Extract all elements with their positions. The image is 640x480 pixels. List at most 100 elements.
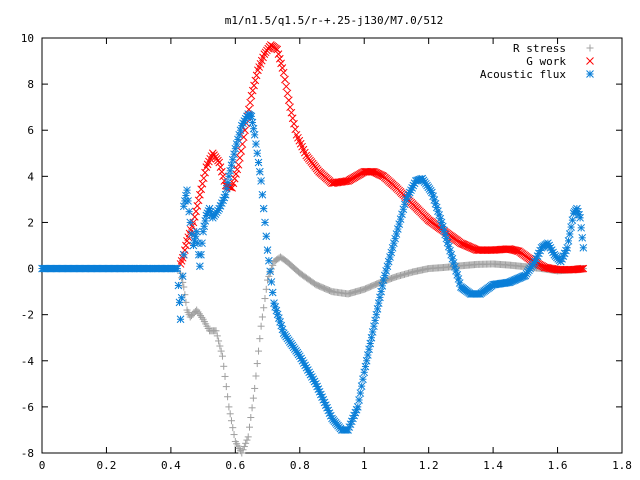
data-point — [563, 243, 572, 252]
data-point — [247, 413, 255, 421]
data-point — [233, 165, 242, 174]
data-point — [219, 172, 227, 181]
data-point — [279, 68, 288, 77]
data-point — [246, 98, 255, 107]
data-point — [197, 250, 205, 259]
data-point — [399, 205, 408, 214]
data-point — [176, 315, 185, 324]
data-point — [248, 404, 256, 412]
data-point — [396, 215, 405, 224]
data-point — [248, 118, 257, 127]
data-point — [281, 75, 289, 84]
data-point — [232, 170, 240, 178]
data-point — [217, 347, 225, 355]
data-point — [383, 262, 392, 271]
data-point — [360, 368, 369, 377]
data-point — [234, 135, 242, 144]
data-point — [180, 283, 188, 291]
data-point — [216, 342, 224, 350]
data-point — [242, 439, 250, 447]
data-point — [177, 293, 186, 302]
data-point — [192, 227, 201, 236]
data-point — [325, 409, 334, 417]
data-point — [263, 246, 272, 254]
data-point — [235, 154, 244, 162]
data-point — [182, 241, 190, 250]
data-point — [251, 384, 259, 392]
data-point — [252, 140, 260, 148]
data-point — [278, 64, 287, 72]
data-point — [269, 261, 277, 269]
data-point — [229, 424, 237, 432]
data-point — [398, 210, 406, 219]
data-point — [371, 316, 379, 325]
data-point — [215, 158, 224, 167]
data-point — [239, 119, 247, 128]
data-point — [240, 443, 248, 451]
y-tick-label: -6 — [21, 401, 34, 414]
data-point — [183, 186, 191, 195]
data-point — [227, 417, 235, 425]
series-acoustic-flux — [38, 110, 588, 434]
data-point — [221, 372, 229, 380]
x-tick-label: 0.8 — [290, 459, 310, 472]
y-tick-label: 10 — [21, 32, 34, 45]
y-tick-label: 2 — [27, 216, 34, 229]
data-point — [230, 431, 238, 439]
y-tick-label: 4 — [27, 170, 34, 183]
data-point — [264, 256, 273, 265]
data-point — [222, 383, 230, 391]
data-point — [220, 362, 228, 370]
data-point — [236, 126, 245, 135]
x-tick-label: 0.6 — [225, 459, 245, 472]
data-point — [191, 232, 200, 241]
data-point — [225, 403, 233, 411]
data-point — [186, 218, 195, 227]
data-point — [578, 233, 587, 242]
data-point — [244, 433, 252, 441]
x-tick-label: 1.8 — [612, 459, 632, 472]
data-point — [178, 272, 187, 281]
data-point — [260, 304, 268, 312]
data-point — [258, 190, 267, 199]
data-point — [239, 446, 247, 454]
x-tick-label: 0.4 — [161, 459, 181, 472]
data-point — [576, 213, 584, 222]
data-point — [258, 313, 266, 321]
x-tick-label: 1.6 — [548, 459, 568, 472]
y-tick-label: -2 — [21, 309, 34, 322]
data-point — [218, 352, 226, 360]
x-tick-label: 0 — [39, 459, 46, 472]
data-point — [217, 167, 226, 176]
data-point — [184, 197, 192, 205]
y-tick-label: -4 — [21, 355, 35, 368]
data-point — [384, 257, 393, 266]
data-point — [274, 50, 283, 58]
plot-area — [38, 41, 588, 457]
data-point — [577, 264, 585, 273]
data-point — [215, 337, 223, 345]
data-point — [253, 360, 261, 368]
data-point — [579, 243, 588, 252]
data-point — [513, 247, 522, 255]
data-point — [257, 322, 265, 330]
legend-marker — [586, 44, 594, 52]
data-point — [355, 396, 363, 404]
data-point — [353, 403, 362, 411]
x-tick-label: 1 — [361, 459, 368, 472]
data-point — [567, 223, 575, 231]
data-point — [173, 264, 182, 273]
data-point — [356, 389, 365, 397]
data-point — [382, 267, 390, 275]
data-point — [342, 177, 351, 185]
data-point — [252, 372, 260, 380]
y-tick-label: 8 — [27, 78, 34, 91]
data-point — [212, 327, 220, 335]
data-point — [283, 89, 292, 98]
data-point — [243, 436, 251, 444]
data-point — [249, 124, 258, 133]
data-point — [386, 253, 394, 261]
data-point — [261, 218, 269, 227]
